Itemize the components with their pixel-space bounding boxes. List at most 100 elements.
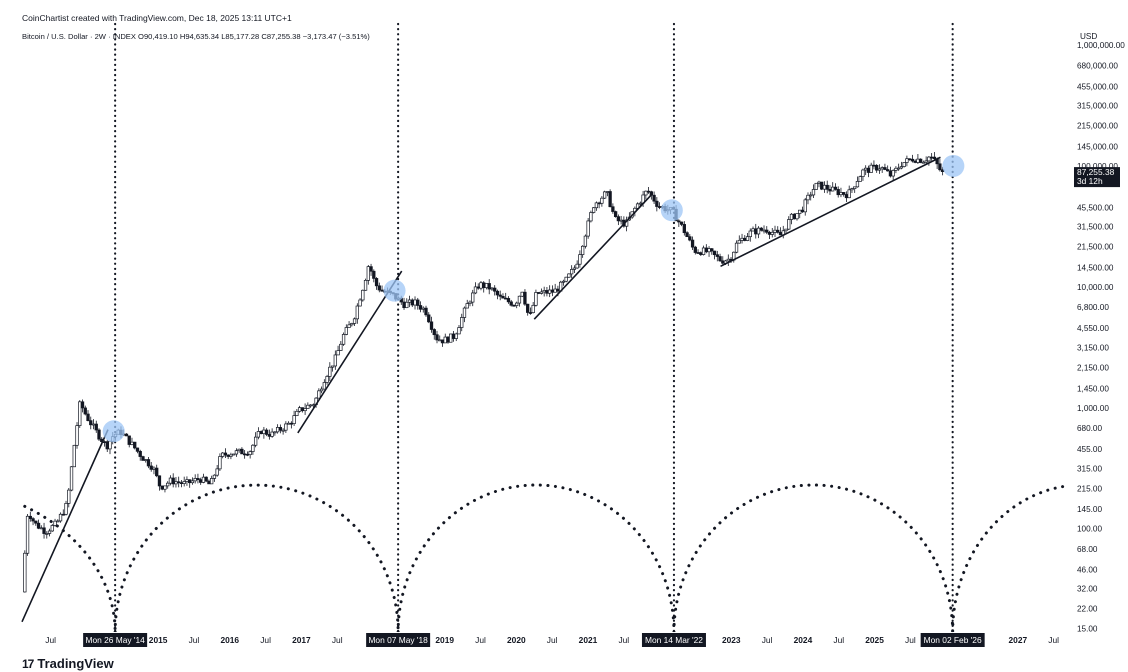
candle-body	[773, 229, 777, 233]
candle-body	[787, 219, 791, 230]
candle-body	[155, 467, 159, 477]
candle-body	[759, 227, 763, 231]
candle-body	[413, 299, 417, 306]
candle-body	[613, 211, 618, 218]
candle-body	[462, 307, 467, 318]
candle-body	[523, 291, 527, 305]
candle-body	[438, 339, 442, 342]
candle-body	[300, 407, 305, 412]
candle-body	[50, 525, 54, 532]
candle-body	[297, 407, 302, 412]
candle-body	[424, 307, 428, 316]
candle-body	[174, 481, 178, 485]
candle-body	[80, 401, 85, 409]
candle-body	[575, 263, 579, 269]
candle-body	[146, 459, 151, 467]
candle-body	[182, 481, 186, 484]
y-tick-label: 315,000.00	[1077, 102, 1118, 111]
current-price-value: 87,255.38	[1077, 167, 1115, 177]
y-tick-label: 21,500.00	[1077, 243, 1114, 252]
candle-body	[196, 478, 200, 480]
candle-body	[825, 184, 829, 190]
candle-body	[201, 476, 206, 483]
candle-body	[721, 260, 725, 264]
x-tick-label: 2017	[292, 635, 311, 645]
candle-body	[550, 289, 555, 293]
candle-body	[64, 503, 68, 515]
candle-body	[199, 479, 203, 483]
y-axis-unit: USD	[1080, 32, 1097, 41]
candle-body	[234, 450, 239, 455]
candle-body	[858, 176, 862, 182]
candle-body	[924, 160, 928, 163]
candle-body	[811, 189, 816, 196]
candle-body	[402, 301, 406, 309]
candle-body	[570, 269, 574, 275]
candle-body	[938, 163, 942, 171]
y-tick-label: 22.00	[1077, 604, 1098, 613]
candle-body	[484, 283, 489, 289]
candle-body	[600, 197, 604, 204]
candle-body	[242, 453, 247, 456]
candle-body	[564, 276, 568, 282]
candle-body	[765, 229, 769, 233]
y-axis: 1,000,000.00 680,000.00 455,000.00 315,000.…	[1077, 32, 1125, 633]
candle-body	[894, 167, 898, 171]
candle-body	[23, 552, 27, 593]
candle-body	[468, 301, 472, 304]
candle-body	[677, 220, 681, 223]
candle-body	[333, 354, 337, 367]
candle-body	[166, 482, 170, 487]
y-tick-label: 3,150.00	[1077, 344, 1109, 353]
x-tick-label: 2023	[722, 635, 741, 645]
candle-body	[561, 280, 566, 283]
candle-body	[352, 318, 357, 324]
trendlines	[21, 156, 941, 623]
candle-body	[899, 166, 904, 169]
candle-body	[130, 441, 134, 445]
candle-body	[124, 433, 129, 437]
candle-body	[248, 451, 252, 456]
candle-body	[512, 304, 516, 307]
y-tick-label: 4,550.00	[1077, 324, 1109, 333]
candle-body	[135, 447, 140, 452]
candle-body	[855, 181, 860, 188]
x-tick-label: Jul	[260, 635, 271, 645]
candle-body	[847, 189, 851, 199]
candle-body	[149, 465, 153, 470]
candle-body	[776, 229, 780, 233]
y-tick-label: 68.00	[1077, 545, 1098, 554]
candle-body	[883, 167, 887, 170]
candle-body	[578, 254, 582, 265]
candle-body	[833, 186, 838, 190]
candle-body	[751, 228, 755, 232]
candle-body	[842, 192, 846, 195]
candle-body	[317, 390, 321, 399]
candle-body	[715, 254, 719, 257]
cycle-arc	[951, 484, 1068, 632]
candle-body	[932, 156, 937, 160]
candle-body	[806, 194, 810, 201]
tradingview-logo[interactable]: 17 TradingView	[22, 656, 114, 671]
candle-body	[361, 289, 365, 301]
candle-body	[28, 515, 32, 519]
candle-body	[704, 247, 708, 253]
candle-body	[583, 235, 588, 247]
candle-body	[374, 278, 379, 287]
candle-body	[273, 431, 277, 434]
candle-body	[864, 167, 868, 171]
highlight-circle	[102, 420, 125, 443]
y-tick-label: 1,450.00	[1077, 384, 1109, 393]
candle-body	[47, 530, 52, 534]
candle-body	[240, 448, 244, 455]
candle-body	[163, 485, 167, 490]
candle-body	[245, 453, 250, 456]
candle-body	[350, 323, 354, 326]
candle-body	[517, 295, 522, 304]
candle-body	[553, 288, 557, 293]
candle-body	[504, 297, 508, 300]
candle-body	[185, 479, 189, 482]
candle-body	[913, 160, 917, 163]
candle-body	[471, 292, 475, 303]
